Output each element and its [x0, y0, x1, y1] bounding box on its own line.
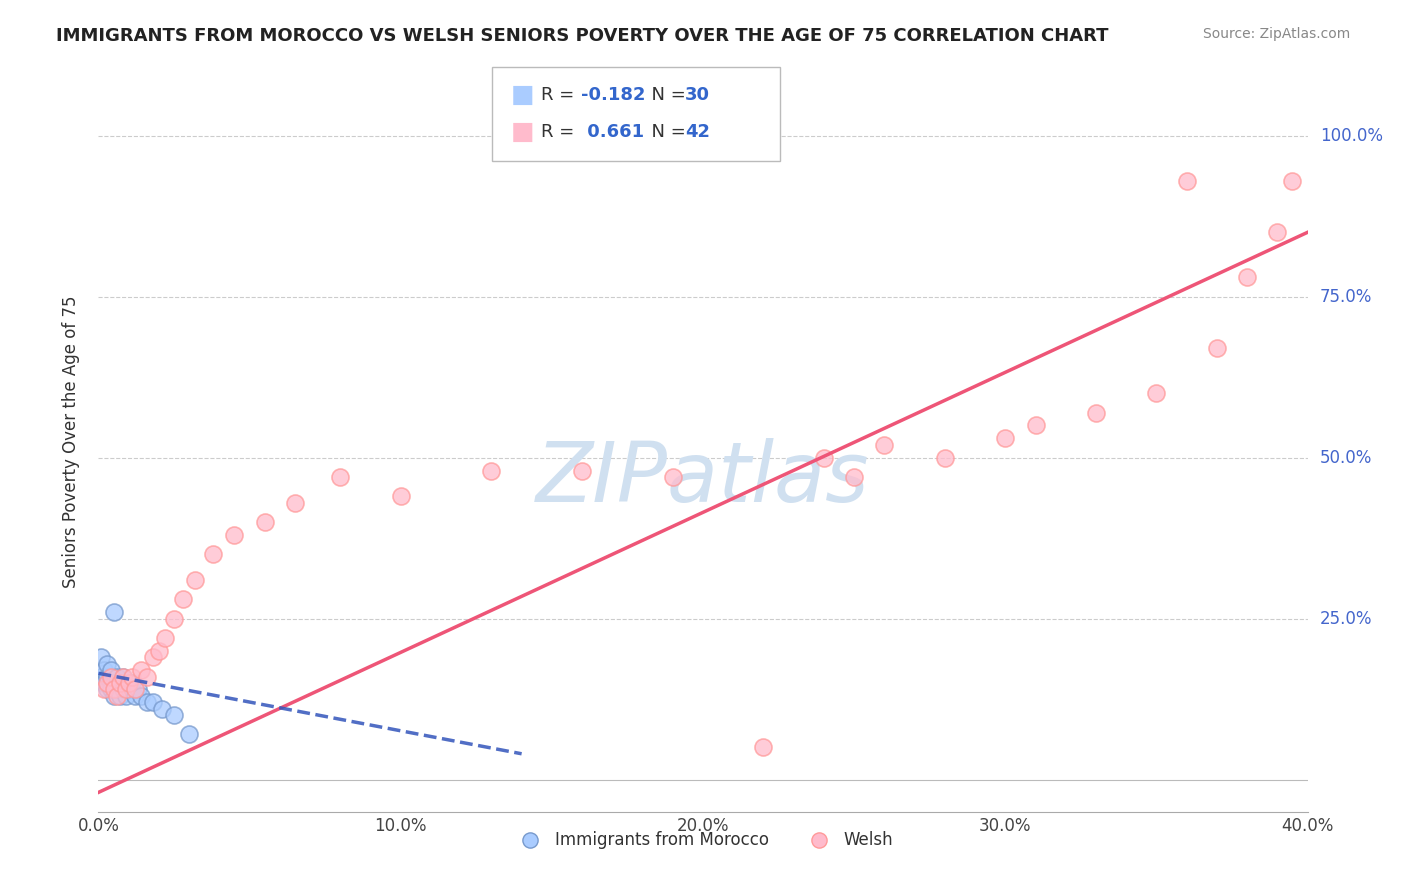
Point: [389, 489, 412, 503]
Point: [103, 682, 125, 697]
Point: [96, 676, 118, 690]
Point: [90, 650, 112, 665]
Point: [127, 682, 149, 697]
Point: [1085, 406, 1108, 420]
Point: [571, 463, 593, 477]
Text: ■: ■: [510, 83, 534, 107]
Text: 30: 30: [685, 87, 710, 104]
Point: [994, 431, 1017, 445]
Point: [93, 663, 115, 677]
Text: 42: 42: [685, 123, 710, 141]
Point: [153, 631, 176, 645]
Point: [114, 682, 136, 697]
Point: [844, 470, 866, 484]
Text: 75.0%: 75.0%: [1320, 288, 1372, 306]
Y-axis label: Seniors Poverty Over the Age of 75: Seniors Poverty Over the Age of 75: [62, 295, 80, 588]
Text: ZIPatlas: ZIPatlas: [536, 438, 870, 519]
Point: [90, 669, 112, 683]
Text: R =: R =: [541, 87, 581, 104]
Point: [150, 702, 173, 716]
Point: [121, 669, 143, 683]
Point: [114, 689, 136, 703]
Point: [129, 663, 152, 677]
Text: 25.0%: 25.0%: [1320, 609, 1372, 628]
Text: IMMIGRANTS FROM MOROCCO VS WELSH SENIORS POVERTY OVER THE AGE OF 75 CORRELATION : IMMIGRANTS FROM MOROCCO VS WELSH SENIORS…: [56, 27, 1109, 45]
Point: [93, 676, 115, 690]
Point: [752, 740, 775, 755]
Point: [661, 470, 683, 484]
Text: N =: N =: [640, 123, 692, 141]
Point: [100, 669, 122, 683]
Point: [163, 708, 186, 723]
Point: [105, 682, 128, 697]
Point: [105, 669, 128, 683]
Text: 100.0%: 100.0%: [1320, 127, 1382, 145]
Text: -0.182: -0.182: [581, 87, 645, 104]
Point: [103, 676, 125, 690]
Legend: Immigrants from Morocco, Welsh: Immigrants from Morocco, Welsh: [506, 824, 900, 855]
Point: [142, 650, 165, 665]
Text: N =: N =: [640, 87, 692, 104]
Text: 0.661: 0.661: [581, 123, 644, 141]
Point: [1144, 386, 1167, 401]
Point: [108, 676, 131, 690]
Text: 50.0%: 50.0%: [1320, 449, 1372, 467]
Point: [111, 669, 134, 683]
Point: [135, 669, 157, 683]
Point: [100, 676, 122, 690]
Point: [873, 438, 896, 452]
Point: [284, 496, 307, 510]
Point: [1024, 418, 1046, 433]
Point: [105, 689, 128, 703]
Text: Source: ZipAtlas.com: Source: ZipAtlas.com: [1202, 27, 1350, 41]
Point: [118, 676, 141, 690]
Point: [329, 470, 352, 484]
Point: [111, 669, 134, 683]
Point: [96, 657, 118, 671]
Point: [163, 611, 186, 625]
Point: [103, 689, 125, 703]
Point: [1281, 174, 1303, 188]
Point: [121, 676, 143, 690]
Point: [124, 682, 146, 697]
Point: [93, 682, 115, 697]
Point: [813, 450, 835, 465]
Point: [224, 528, 246, 542]
Point: [108, 689, 131, 703]
Text: R =: R =: [541, 123, 581, 141]
Point: [124, 689, 146, 703]
Point: [184, 573, 207, 587]
Point: [1206, 341, 1229, 355]
Point: [96, 682, 118, 697]
Point: [129, 689, 152, 703]
Point: [934, 450, 956, 465]
Point: [172, 592, 194, 607]
Point: [108, 676, 131, 690]
Point: [103, 605, 125, 619]
Point: [100, 663, 122, 677]
Point: [202, 547, 225, 561]
Point: [142, 695, 165, 709]
Point: [100, 682, 122, 697]
Point: [118, 682, 141, 697]
Point: [148, 644, 170, 658]
Point: [481, 463, 503, 477]
Point: [111, 682, 134, 697]
Point: [96, 669, 118, 683]
Point: [179, 727, 201, 741]
Point: [1236, 270, 1258, 285]
Point: [253, 515, 276, 529]
Point: [1175, 174, 1198, 188]
Point: [1267, 225, 1289, 239]
Text: ■: ■: [510, 120, 534, 145]
Point: [135, 695, 157, 709]
